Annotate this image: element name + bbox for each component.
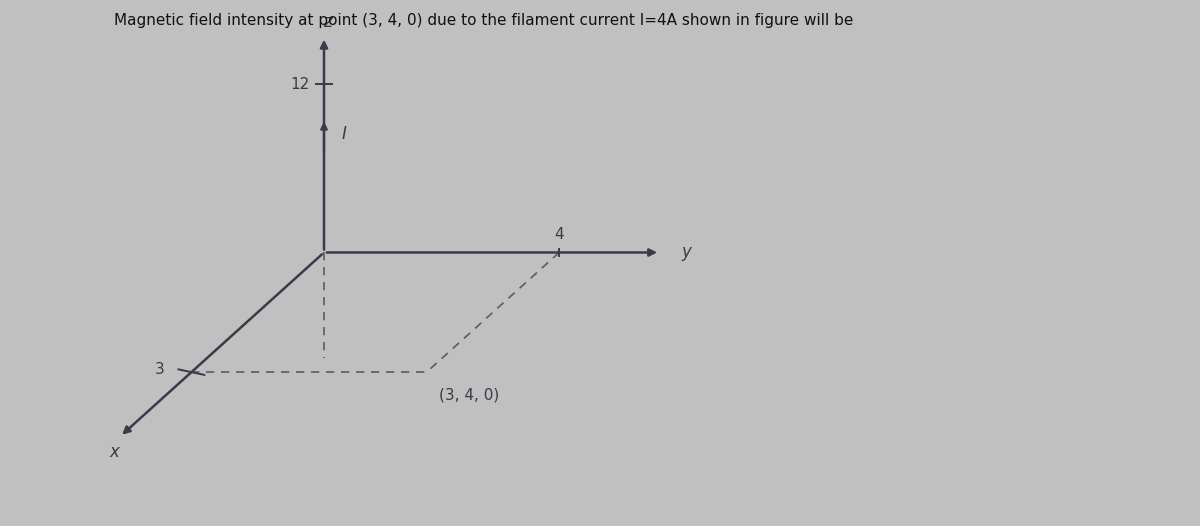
Text: x: x: [109, 443, 119, 461]
Text: 12: 12: [290, 77, 310, 92]
Text: 4: 4: [554, 227, 564, 242]
Text: 3: 3: [155, 362, 166, 377]
Text: (3, 4, 0): (3, 4, 0): [439, 388, 499, 403]
Text: I: I: [342, 126, 347, 144]
Text: Magnetic field intensity at point (3, 4, 0) due to the filament current I=4A sho: Magnetic field intensity at point (3, 4,…: [114, 13, 853, 28]
Text: z: z: [323, 13, 332, 31]
Text: y: y: [682, 244, 691, 261]
